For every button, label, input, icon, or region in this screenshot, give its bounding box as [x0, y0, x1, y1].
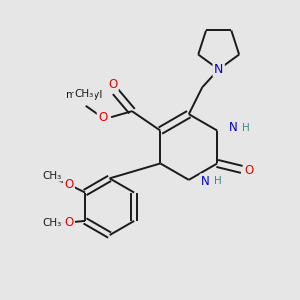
Text: O: O: [98, 111, 107, 124]
Text: O: O: [64, 178, 74, 191]
Text: N: N: [229, 121, 238, 134]
Text: O: O: [64, 216, 74, 229]
Text: CH₃: CH₃: [43, 218, 62, 228]
Text: O: O: [244, 164, 254, 177]
Text: CH₃: CH₃: [75, 89, 94, 100]
Text: O: O: [108, 78, 117, 91]
Text: H: H: [214, 176, 222, 186]
Text: N: N: [214, 63, 224, 76]
Text: methyl: methyl: [66, 90, 102, 100]
Text: CH₃: CH₃: [43, 170, 62, 181]
Text: H: H: [242, 123, 250, 133]
Text: N: N: [201, 175, 210, 188]
